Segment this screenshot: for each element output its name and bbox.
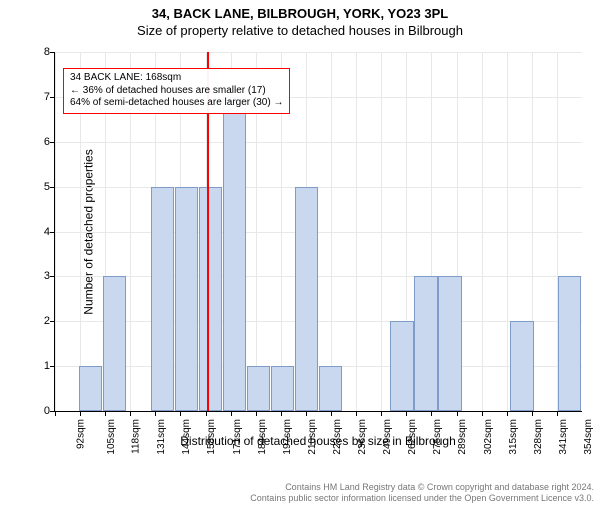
y-tick-label: 8: [30, 46, 50, 58]
x-tick-label: 223sqm: [332, 419, 343, 455]
x-tick-label: 249sqm: [382, 419, 393, 455]
histogram-bar: [151, 187, 174, 411]
histogram-bar: [79, 366, 102, 411]
x-tick-label: 236sqm: [357, 419, 368, 455]
histogram-bar: [558, 276, 581, 411]
gridline-vertical: [55, 52, 56, 411]
x-tick-mark: [180, 411, 181, 416]
x-tick-mark: [281, 411, 282, 416]
histogram-bar: [271, 366, 294, 411]
x-tick-label: 144sqm: [181, 419, 192, 455]
gridline-vertical: [381, 52, 382, 411]
footer-attribution: Contains HM Land Registry data © Crown c…: [250, 482, 594, 504]
x-tick-mark: [356, 411, 357, 416]
x-tick-label: 341sqm: [558, 419, 569, 455]
x-tick-mark: [457, 411, 458, 416]
x-tick-mark: [431, 411, 432, 416]
y-tick-label: 3: [30, 270, 50, 282]
gridline-horizontal: [55, 187, 582, 188]
x-tick-label: 315sqm: [508, 419, 519, 455]
title-line-1: 34, BACK LANE, BILBROUGH, YORK, YO23 3PL: [0, 6, 600, 21]
x-tick-mark: [155, 411, 156, 416]
y-tick-label: 2: [30, 315, 50, 327]
gridline-horizontal: [55, 321, 582, 322]
x-tick-mark: [406, 411, 407, 416]
x-tick-mark: [55, 411, 56, 416]
gridline-horizontal: [55, 142, 582, 143]
histogram-bar: [103, 276, 126, 411]
x-tick-mark: [532, 411, 533, 416]
gridline-vertical: [356, 52, 357, 411]
y-tick-label: 1: [30, 360, 50, 372]
y-tick-label: 7: [30, 91, 50, 103]
x-tick-label: 197sqm: [282, 419, 293, 455]
x-tick-mark: [306, 411, 307, 416]
x-tick-mark: [80, 411, 81, 416]
title-line-2: Size of property relative to detached ho…: [0, 23, 600, 38]
x-tick-mark: [381, 411, 382, 416]
histogram-bar: [223, 97, 246, 411]
histogram-bar: [414, 276, 437, 411]
x-tick-label: 328sqm: [533, 419, 544, 455]
x-tick-label: 158sqm: [207, 419, 218, 455]
histogram-bar: [390, 321, 413, 411]
x-tick-label: 118sqm: [131, 419, 142, 454]
chart-container: Number of detached properties 34 BACK LA…: [0, 42, 600, 450]
gridline-vertical: [331, 52, 332, 411]
x-tick-label: 171sqm: [232, 419, 243, 455]
x-tick-label: 184sqm: [257, 419, 268, 455]
y-tick-label: 5: [30, 181, 50, 193]
annotation-box: 34 BACK LANE: 168sqm← 36% of detached ho…: [63, 68, 290, 114]
x-tick-mark: [206, 411, 207, 416]
histogram-bar: [175, 187, 198, 411]
histogram-bar: [319, 366, 342, 411]
annotation-line: 64% of semi-detached houses are larger (…: [70, 97, 283, 110]
gridline-vertical: [482, 52, 483, 411]
histogram-bar: [295, 187, 318, 411]
annotation-line: 34 BACK LANE: 168sqm: [70, 72, 283, 85]
x-tick-mark: [557, 411, 558, 416]
x-tick-mark: [256, 411, 257, 416]
y-tick-label: 0: [30, 405, 50, 417]
x-tick-mark: [105, 411, 106, 416]
x-tick-label: 105sqm: [106, 419, 117, 455]
x-tick-mark: [507, 411, 508, 416]
x-tick-mark: [482, 411, 483, 416]
x-tick-label: 210sqm: [307, 419, 318, 455]
histogram-bar: [247, 366, 270, 411]
x-tick-label: 131sqm: [156, 419, 167, 455]
gridline-horizontal: [55, 52, 582, 53]
x-tick-mark: [331, 411, 332, 416]
plot-area: 34 BACK LANE: 168sqm← 36% of detached ho…: [54, 52, 582, 412]
annotation-line: ← 36% of detached houses are smaller (17…: [70, 85, 283, 98]
x-tick-mark: [231, 411, 232, 416]
x-tick-label: 354sqm: [583, 419, 594, 455]
x-tick-label: 262sqm: [407, 419, 418, 455]
x-tick-label: 92sqm: [76, 419, 87, 449]
gridline-vertical: [507, 52, 508, 411]
gridline-horizontal: [55, 276, 582, 277]
histogram-bar: [438, 276, 461, 411]
y-tick-label: 6: [30, 136, 50, 148]
x-tick-label: 275sqm: [432, 419, 443, 455]
x-tick-label: 302sqm: [483, 419, 494, 455]
histogram-bar: [510, 321, 533, 411]
gridline-horizontal: [55, 232, 582, 233]
footer-line-1: Contains HM Land Registry data © Crown c…: [250, 482, 594, 493]
y-tick-label: 4: [30, 226, 50, 238]
histogram-bar: [199, 187, 222, 411]
footer-line-2: Contains public sector information licen…: [250, 493, 594, 504]
x-tick-mark: [130, 411, 131, 416]
x-tick-label: 289sqm: [458, 419, 469, 455]
